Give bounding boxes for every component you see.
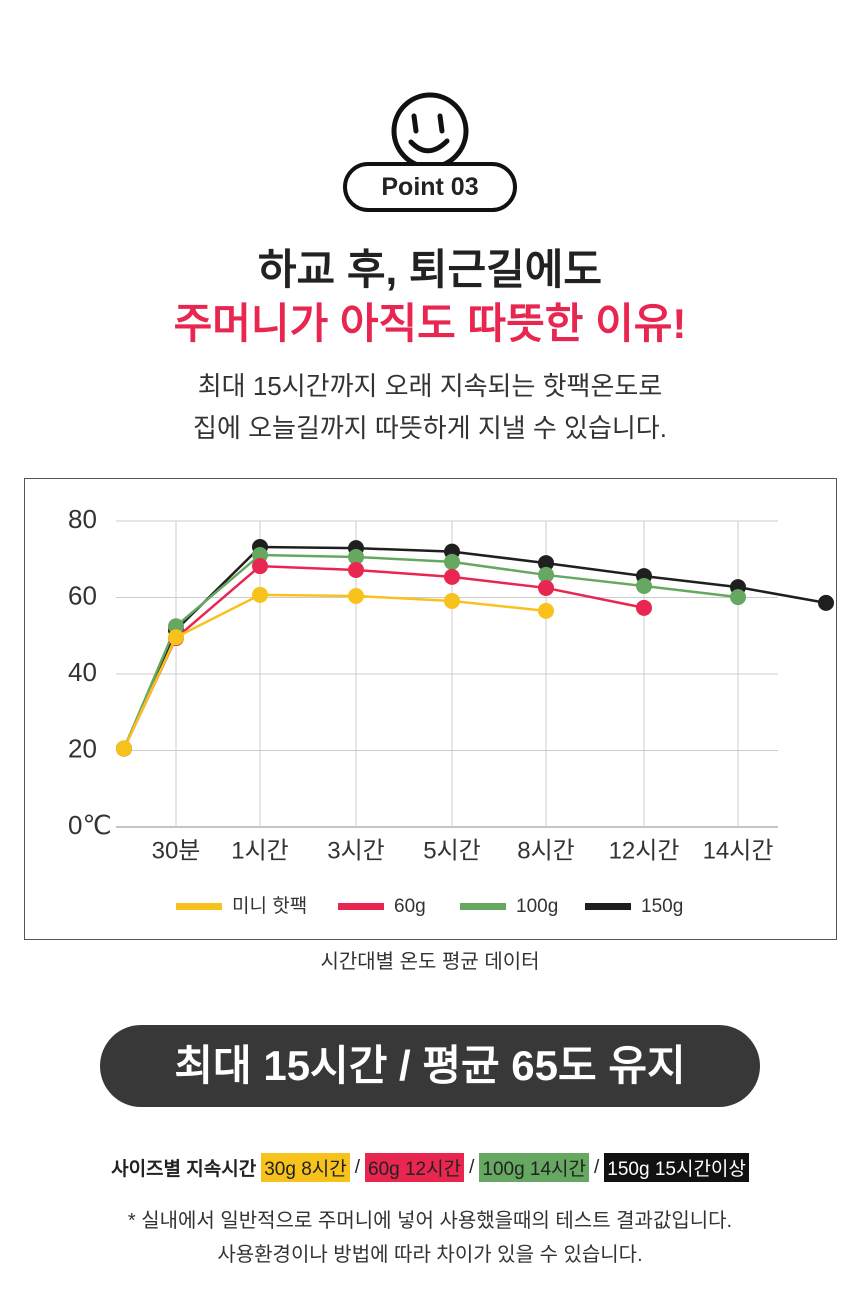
y-tick-label: 40	[68, 657, 97, 687]
separator: /	[469, 1156, 475, 1178]
x-tick-label: 1시간	[231, 837, 289, 864]
data-point	[116, 740, 132, 757]
separator: /	[594, 1156, 600, 1178]
size-chip: 100g 14시간	[479, 1153, 590, 1182]
note: 사용환경이나 방법에 따라 차이가 있을 수 있습니다.	[217, 1244, 643, 1266]
smiley-icon	[391, 92, 469, 170]
data-point	[348, 587, 364, 604]
size-label: 사이즈별 지속시간	[111, 1159, 257, 1180]
title-line: 하교 후, 퇴근길에도	[257, 246, 603, 293]
data-point	[538, 579, 554, 596]
y-tick-label: 80	[68, 504, 97, 534]
banner: 최대 15시간 / 평균 65도 유지	[100, 1025, 760, 1107]
data-point	[730, 589, 746, 606]
size-list: 사이즈별 지속시간 30g 8시간/60g 12시간/100g 14시간/150g…	[0, 1153, 860, 1182]
legend-label: 100g	[516, 896, 558, 917]
data-point	[348, 548, 364, 565]
data-point	[538, 602, 554, 619]
y-tick-label: 0℃	[68, 810, 112, 840]
size-chip: 150g 15시간이상	[604, 1153, 749, 1182]
x-tick-label: 8시간	[517, 837, 575, 864]
data-point	[252, 558, 268, 575]
x-tick-label: 5시간	[423, 837, 481, 864]
legend-swatch	[176, 903, 222, 910]
data-point	[444, 568, 460, 585]
size-chip: 60g 12시간	[365, 1153, 465, 1182]
separator: /	[354, 1156, 361, 1178]
data-point	[444, 592, 460, 609]
series-line	[122, 553, 739, 750]
data-point	[168, 629, 184, 646]
data-point	[168, 618, 184, 635]
note: * 실내에서 일반적으로 주머니에 넣어 사용했을때의 테스트 결과값입니다.	[127, 1210, 733, 1232]
y-tick-label: 60	[68, 580, 97, 610]
data-point	[538, 555, 554, 572]
data-point	[636, 578, 652, 595]
chart-frame	[24, 478, 837, 940]
data-point	[538, 566, 554, 583]
data-point	[818, 594, 834, 611]
x-tick-label: 12시간	[609, 837, 680, 864]
legend-swatch	[460, 903, 506, 910]
legend-label: 60g	[394, 896, 426, 917]
data-point	[252, 586, 268, 603]
x-tick-label: 3시간	[327, 837, 385, 864]
data-point	[636, 599, 652, 616]
legend-label: 미니 핫팩	[232, 895, 307, 917]
legend-swatch	[585, 903, 631, 910]
data-point	[348, 561, 364, 578]
legend-label: 150g	[641, 896, 683, 917]
legend-swatch	[338, 903, 384, 910]
series-line	[122, 564, 645, 750]
description: 최대 15시간까지 오래 지속되는 핫팩온도로	[197, 371, 663, 401]
series-line	[122, 593, 547, 750]
data-point	[252, 547, 268, 564]
description: 집에 오늘길까지 따뜻하게 지낼 수 있습니다.	[193, 413, 667, 443]
x-tick-label: 14시간	[703, 837, 774, 864]
data-point	[444, 553, 460, 570]
y-tick-label: 20	[68, 733, 97, 763]
x-tick-label: 30분	[152, 837, 201, 864]
title-line: 주머니가 아직도 따뜻한 이유!	[173, 300, 687, 347]
chart-caption: 시간대별 온도 평균 데이터	[320, 951, 540, 973]
point-badge: Point 03	[343, 162, 517, 212]
series-line	[122, 545, 827, 750]
size-chip: 30g 8시간	[261, 1153, 350, 1182]
